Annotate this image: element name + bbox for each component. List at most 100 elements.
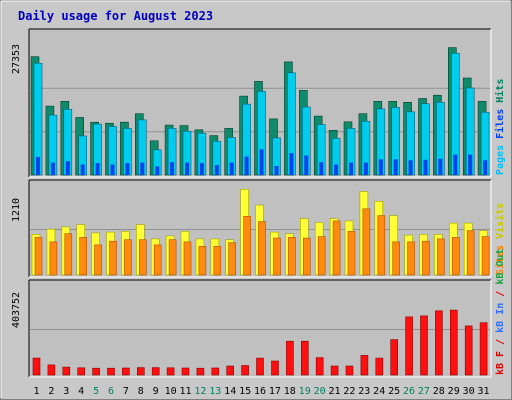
bar-pages-31 — [483, 160, 488, 175]
bar-pages-20 — [319, 162, 324, 175]
x-tick-label-3: 3 — [63, 386, 69, 397]
bar-kbytes-19 — [300, 340, 309, 376]
panel-legend: Pages Files Hits — [494, 79, 506, 175]
x-tick-label-9: 9 — [153, 386, 159, 397]
bar-kbytes-7 — [122, 367, 130, 376]
bar-pages-27 — [423, 159, 428, 175]
legend-entry: kB In — [495, 303, 506, 339]
chart-panels: 27353 Pages Files Hits 1210 Sites Visits 403… — [11, 28, 506, 378]
bar-pages-5 — [95, 163, 100, 175]
x-tick-label-16: 16 — [254, 386, 266, 397]
panel-max-label: 403752 — [11, 292, 22, 328]
bar-sites-13 — [213, 246, 222, 276]
panel-hits-files-pages: 27353 Pages Files Hits — [11, 28, 506, 178]
bar-sites-10 — [168, 239, 177, 276]
bar-kbytes-12 — [196, 367, 205, 376]
bar-kbytes-14 — [226, 365, 234, 376]
x-tick-label-23: 23 — [358, 386, 370, 397]
x-tick-label-18: 18 — [284, 386, 296, 397]
bar-pages-22 — [349, 162, 353, 175]
legend-entry: Pages — [495, 145, 506, 175]
bar-pages-10 — [170, 162, 175, 175]
bar-kbytes-3 — [62, 366, 71, 376]
bar-kbytes-8 — [137, 367, 145, 376]
bar-pages-12 — [199, 163, 204, 175]
bar-pages-14 — [229, 162, 234, 175]
bar-kbytes-17 — [271, 360, 279, 376]
bar-pages-15 — [244, 156, 249, 175]
bar-sites-1 — [34, 237, 43, 276]
bar-sites-28 — [437, 238, 445, 276]
bar-sites-2 — [49, 241, 58, 276]
x-tick-label-15: 15 — [239, 386, 251, 397]
bar-kbytes-18 — [286, 340, 294, 376]
bar-sites-12 — [198, 246, 207, 276]
bar-kbytes-29 — [449, 309, 458, 376]
legend-entry: Visits — [494, 203, 506, 245]
x-tick-label-24: 24 — [373, 386, 385, 397]
bar-sites-22 — [347, 231, 356, 276]
bar-sites-20 — [317, 236, 326, 276]
bar-pages-30 — [468, 154, 473, 175]
bar-sites-19 — [302, 237, 311, 276]
bar-sites-4 — [79, 237, 87, 276]
bar-pages-17 — [274, 166, 279, 175]
chart-title: Daily usage for August 2023 — [18, 9, 213, 23]
panel-max-label: 27353 — [11, 44, 22, 74]
legend-entry: kB Out — [495, 249, 506, 291]
bar-pages-3 — [65, 161, 70, 175]
legend-entry: Sites — [494, 245, 506, 275]
bar-sites-18 — [288, 237, 296, 276]
x-tick-label-20: 20 — [314, 386, 326, 397]
bar-sites-7 — [124, 239, 132, 276]
bar-sites-9 — [153, 244, 162, 276]
panel-visits-sites: 1210 Sites Visits — [11, 179, 506, 278]
bar-kbytes-13 — [211, 367, 220, 376]
bar-kbytes-24 — [375, 357, 384, 376]
x-tick-label-22: 22 — [343, 386, 355, 397]
bar-pages-29 — [453, 154, 458, 175]
bar-sites-23 — [362, 208, 371, 276]
bar-kbytes-11 — [181, 367, 190, 376]
bar-sites-26 — [407, 241, 415, 276]
bar-pages-2 — [50, 162, 55, 175]
bar-sites-25 — [392, 241, 401, 276]
panel-max-label: 1210 — [11, 198, 22, 222]
x-tick-label-25: 25 — [388, 386, 400, 397]
bar-sites-5 — [94, 244, 102, 276]
bar-pages-26 — [408, 160, 413, 175]
bar-kbytes-9 — [151, 367, 160, 376]
legend-entry: / — [495, 339, 506, 351]
legend-entry: Hits — [494, 79, 506, 109]
x-tick-label-14: 14 — [224, 386, 236, 397]
bar-kbytes-6 — [107, 367, 115, 376]
panel-legend: Sites Visits — [494, 203, 506, 275]
bar-kbytes-16 — [256, 357, 264, 376]
bar-sites-11 — [183, 241, 192, 276]
bar-sites-30 — [466, 230, 475, 276]
bar-pages-7 — [125, 163, 130, 175]
bar-kbytes-25 — [390, 339, 399, 376]
bar-pages-18 — [289, 153, 294, 175]
bar-pages-19 — [304, 155, 309, 175]
bar-kbytes-5 — [92, 367, 100, 376]
bar-pages-1 — [36, 156, 40, 175]
bar-sites-21 — [332, 220, 341, 276]
x-tick-label-8: 8 — [138, 386, 144, 397]
bar-sites-6 — [109, 240, 117, 276]
x-tick-label-17: 17 — [269, 386, 281, 397]
x-tick-label-12: 12 — [194, 386, 206, 397]
bar-kbytes-26 — [405, 316, 413, 376]
x-tick-label-5: 5 — [93, 386, 99, 397]
bar-pages-25 — [393, 159, 398, 175]
bar-sites-17 — [273, 237, 281, 276]
bar-kbytes-10 — [166, 367, 175, 376]
bar-sites-29 — [451, 237, 460, 276]
x-tick-label-30: 30 — [463, 386, 475, 397]
bar-kbytes-15 — [241, 365, 249, 376]
bar-kbytes-22 — [345, 365, 354, 376]
legend-entry: Files — [494, 109, 506, 145]
x-tick-label-28: 28 — [433, 386, 445, 397]
x-tick-label-27: 27 — [418, 386, 430, 397]
